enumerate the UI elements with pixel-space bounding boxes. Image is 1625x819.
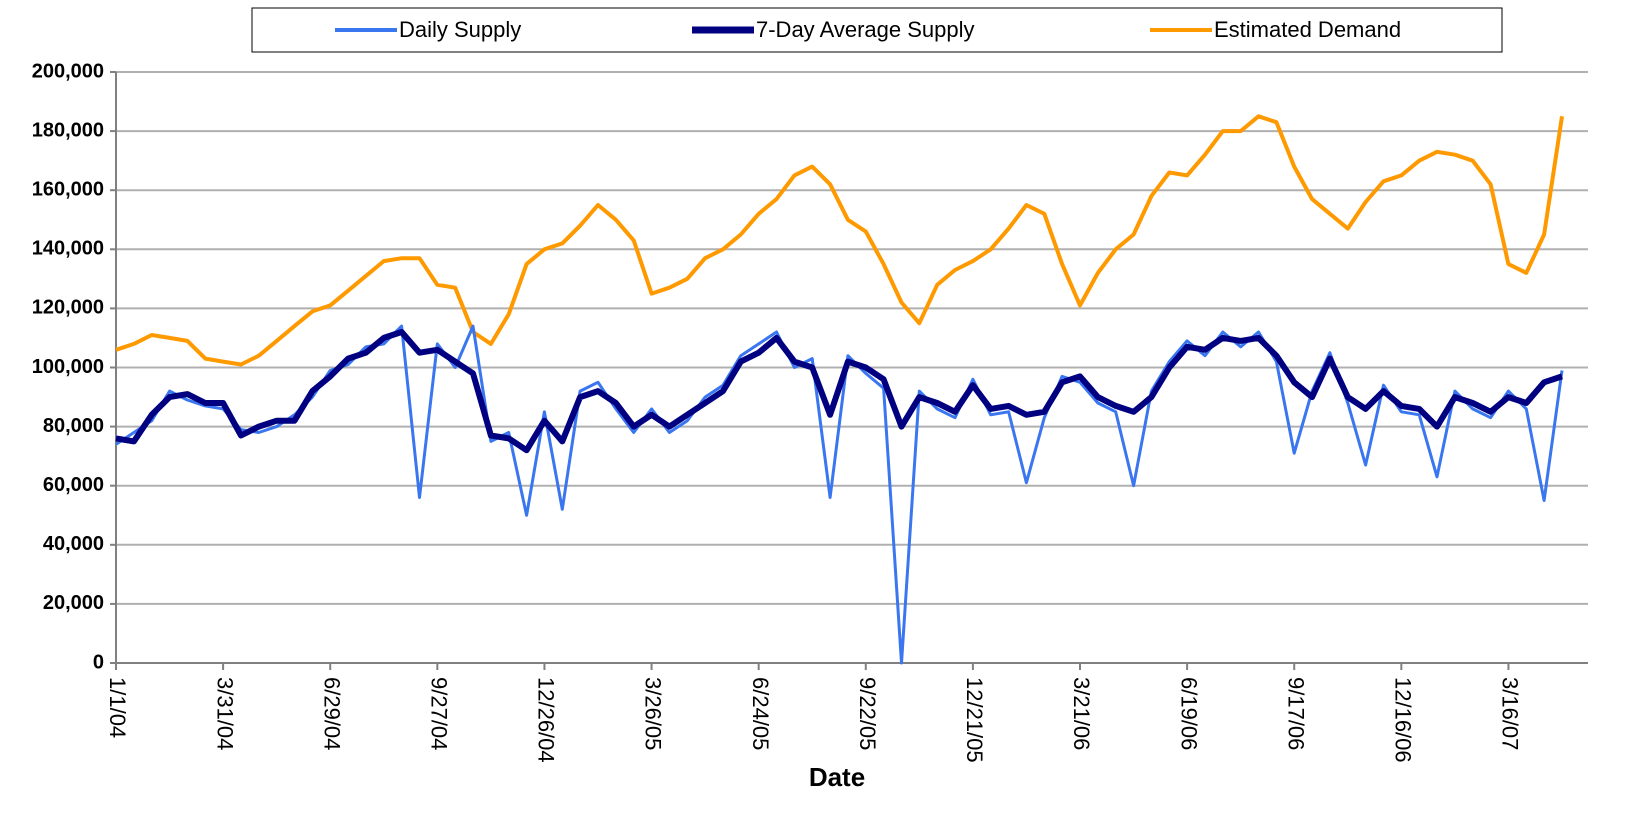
x-tick-label: 6/24/05	[748, 677, 773, 750]
x-tick-label: 6/29/04	[319, 677, 344, 750]
x-tick-label: 3/26/05	[641, 677, 666, 750]
y-tick-label: 100,000	[32, 356, 104, 378]
x-tick-label: 1/1/04	[105, 677, 130, 738]
y-tick-label: 140,000	[32, 238, 104, 260]
series-line	[115, 329, 1563, 454]
legend-box	[251, 7, 1503, 53]
y-tick-label: 60,000	[43, 474, 104, 496]
series-line	[115, 114, 1564, 367]
x-tick-label: 3/21/06	[1069, 677, 1094, 750]
y-tick-label: 200,000	[32, 60, 104, 82]
y-tick-label: 20,000	[43, 592, 104, 614]
x-tick-label: 9/27/04	[427, 677, 452, 750]
y-tick-label: 120,000	[32, 297, 104, 319]
y-tick-label: 40,000	[43, 533, 104, 555]
legend-label: 7-Day Average Supply	[756, 17, 975, 42]
x-tick-label: 12/16/06	[1391, 677, 1416, 763]
x-axis-title: Date	[809, 762, 865, 792]
legend-label: Daily Supply	[399, 17, 521, 42]
y-tick-label: 80,000	[43, 415, 104, 437]
legend-label: Estimated Demand	[1214, 17, 1401, 42]
x-tick-label: 12/21/05	[962, 677, 987, 763]
x-tick-label: 9/17/06	[1283, 677, 1308, 750]
x-tick-label: 3/31/04	[212, 677, 237, 750]
y-tick-label: 0	[93, 651, 104, 673]
x-tick-label: 3/16/07	[1498, 677, 1523, 750]
x-tick-label: 6/19/06	[1176, 677, 1201, 750]
y-tick-label: 160,000	[32, 178, 104, 200]
x-tick-label: 12/26/04	[534, 677, 559, 763]
y-tick-label: 180,000	[32, 119, 104, 141]
x-tick-label: 9/22/05	[855, 677, 880, 750]
